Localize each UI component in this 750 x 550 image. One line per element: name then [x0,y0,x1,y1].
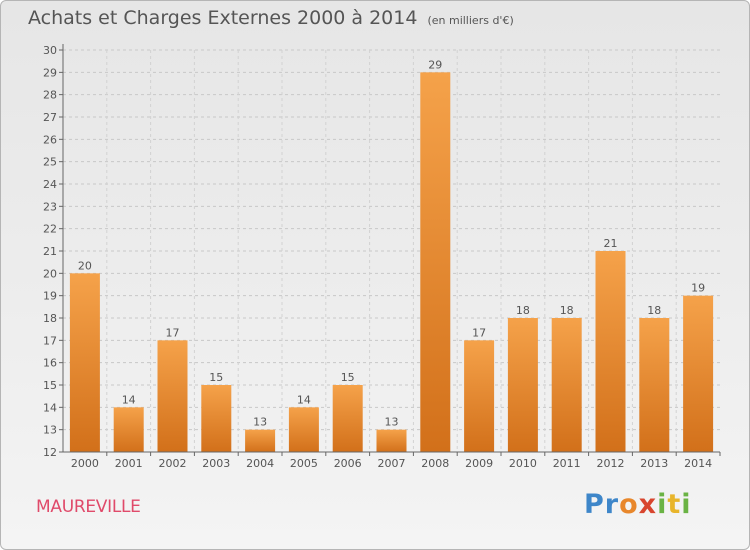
bars: 20 14 17 15 13 14 15 13 29 17 18 18 21 18 19 [69,58,714,452]
data-label-2006: 15 [341,371,355,384]
bar-2010 [507,318,538,452]
y-tick-label-18: 18 [43,312,57,325]
x-tick-label-2014: 2014 [684,457,712,470]
x-tick-label-2000: 2000 [71,457,99,470]
bar-2003 [201,385,232,452]
bar-2006 [332,385,363,452]
data-label-2004: 13 [253,416,267,429]
x-tick-label-2011: 2011 [553,457,581,470]
y-tick-label-23: 23 [43,200,57,213]
data-label-2011: 18 [560,304,574,317]
proxiti-logo: Proxiti [584,489,692,520]
y-tick-label-21: 21 [43,245,57,258]
bar-2012 [595,251,626,452]
y-tick-label-29: 29 [43,66,57,79]
data-label-2012: 21 [604,237,618,250]
x-tick-label-2010: 2010 [509,457,537,470]
y-tick-label-25: 25 [43,156,57,169]
x-tick-label-2005: 2005 [290,457,318,470]
y-tick-label-14: 14 [43,401,57,414]
x-tick-label-2009: 2009 [465,457,493,470]
y-tick-label-22: 22 [43,223,57,236]
y-tick-label-30: 30 [43,44,57,57]
data-label-2000: 20 [78,259,92,272]
x-tick-label-2008: 2008 [421,457,449,470]
bar-2005 [288,407,319,452]
bar-2008 [420,72,451,452]
bar-2009 [464,340,495,452]
data-label-2003: 15 [209,371,223,384]
bar-2014 [683,295,714,452]
y-tick-label-27: 27 [43,111,57,124]
x-tick-label-2012: 2012 [597,457,625,470]
y-tick-label-19: 19 [43,290,57,303]
x-tick-label-2013: 2013 [640,457,668,470]
chart-subtitle: (en milliers d'€) [427,14,514,27]
chart-title: Achats et Charges Externes 2000 à 2014 (e… [28,7,514,29]
data-label-2008: 29 [428,58,442,71]
bar-2001 [113,407,144,452]
x-tick-label-2002: 2002 [159,457,187,470]
y-tick-label-15: 15 [43,379,57,392]
x-tick-label-2006: 2006 [334,457,362,470]
y-tick-label-17: 17 [43,334,57,347]
x-axis: 2000 2001 2002 2003 2004 2005 2006 2007 2008 2009… [63,451,721,470]
y-tick-label-20: 20 [43,267,57,280]
x-tick-label-2001: 2001 [115,457,143,470]
bar-2002 [157,340,188,452]
data-label-2007: 13 [385,416,399,429]
bar-2011 [551,318,582,452]
data-label-2009: 17 [472,326,486,339]
data-label-2005: 14 [297,393,311,406]
y-tick-label-12: 12 [43,446,57,459]
bar-2004 [245,429,276,452]
x-tick-label-2003: 2003 [202,457,230,470]
bar-2013 [639,318,670,452]
x-tick-label-2004: 2004 [246,457,274,470]
bar-2007 [376,429,407,452]
data-label-2013: 18 [647,304,661,317]
y-axis: 12 13 14 15 16 17 18 19 20 21 22 23 24 25 26 27 28 29 30 [43,44,64,459]
data-label-2014: 19 [691,282,705,295]
data-label-2010: 18 [516,304,530,317]
chart-title-text: Achats et Charges Externes 2000 à 2014 [28,7,418,29]
data-label-2002: 17 [166,326,180,339]
data-label-2001: 14 [122,393,136,406]
y-tick-label-26: 26 [43,133,57,146]
y-tick-label-16: 16 [43,357,57,370]
y-tick-label-13: 13 [43,424,57,437]
commune-name: MAUREVILLE [36,497,141,517]
y-tick-label-24: 24 [43,178,57,191]
y-tick-label-28: 28 [43,89,57,102]
x-tick-label-2007: 2007 [378,457,406,470]
bar-2000 [69,273,100,452]
